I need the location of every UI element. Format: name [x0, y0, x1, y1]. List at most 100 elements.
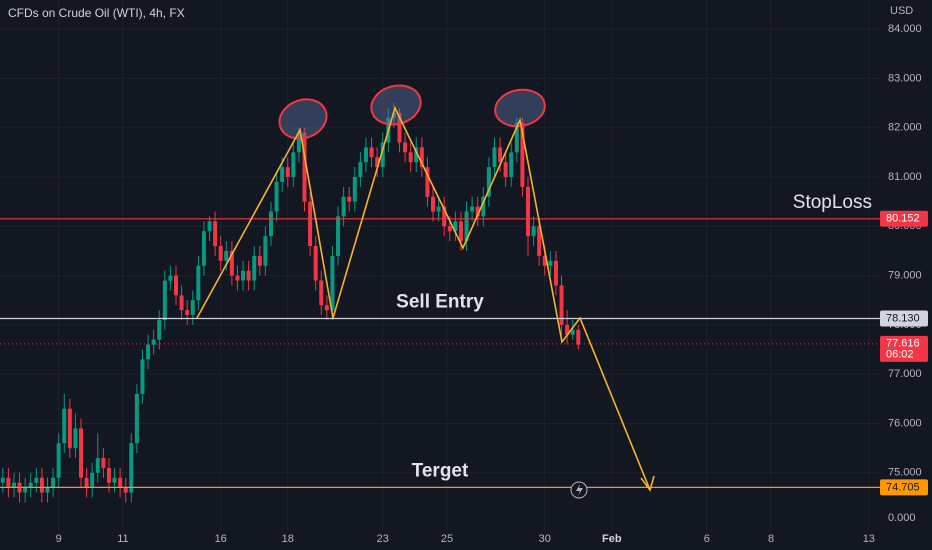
candle-body	[157, 319, 162, 340]
candle-body	[458, 221, 463, 242]
candle-body	[190, 300, 195, 316]
levels: StopLoss Sell Entry Terget	[0, 192, 880, 488]
candle-body	[548, 260, 553, 266]
candle-body	[185, 310, 190, 316]
candle-body	[570, 329, 575, 335]
candle-body	[453, 221, 458, 232]
candle-body	[425, 167, 430, 197]
candle-body	[464, 211, 469, 242]
candle-body	[235, 275, 240, 281]
candle-body	[268, 211, 273, 237]
candle-body	[23, 487, 28, 493]
candle-body	[542, 255, 547, 266]
candle-body	[408, 152, 413, 163]
candle-body	[224, 250, 229, 261]
level-price-label: 74.705	[886, 481, 920, 493]
candle-body	[520, 122, 525, 187]
candle-body	[174, 275, 178, 296]
candle-body	[470, 206, 475, 212]
candle-body	[330, 255, 335, 311]
candle-body	[112, 477, 117, 483]
candle-body	[352, 176, 357, 202]
candle-body	[397, 112, 402, 143]
candle-body	[151, 339, 156, 345]
last-price-box	[880, 335, 928, 362]
x-tick-label: 13	[863, 533, 875, 545]
candle-body	[526, 186, 530, 237]
candle-body	[285, 167, 290, 177]
candle-body	[0, 477, 5, 483]
currency-label: USD	[890, 5, 913, 17]
candle-body	[241, 270, 246, 281]
candle-body	[274, 181, 279, 212]
candle-body	[90, 472, 95, 488]
pattern-drawing	[196, 84, 655, 499]
candle-body	[531, 226, 536, 237]
top-marker	[494, 88, 546, 128]
candle-body	[291, 152, 296, 177]
candle-body	[481, 196, 486, 217]
candle-body	[168, 275, 173, 281]
candle-body	[319, 280, 324, 306]
x-tick-label: 23	[377, 533, 389, 545]
level-name: StopLoss	[793, 192, 872, 213]
candle-body	[229, 250, 234, 276]
arrow-head	[640, 475, 655, 492]
level-price-box	[880, 310, 928, 327]
candle-body	[391, 112, 396, 118]
candle-body	[56, 443, 61, 478]
candle-body	[347, 196, 352, 202]
y-tick-label: 79.000	[888, 270, 922, 282]
candle-body	[106, 467, 111, 483]
candle-body	[129, 443, 134, 493]
candle-body	[45, 487, 50, 493]
candle-body	[11, 482, 16, 488]
volume-axis-label: 0.000	[888, 512, 916, 524]
candle-body	[369, 147, 374, 158]
candle-body	[146, 344, 151, 360]
candle-body	[196, 265, 201, 301]
candle-body	[302, 132, 307, 202]
candle-body	[498, 147, 503, 163]
y-tick-label: 84.000	[888, 23, 922, 35]
candle-body	[28, 482, 33, 488]
candle-body	[252, 255, 257, 281]
candle-body	[375, 157, 380, 168]
level-name: Terget	[412, 460, 469, 481]
x-tick-label: 25	[441, 533, 453, 545]
candle-body	[475, 206, 480, 217]
last-price-label: 77.616	[886, 338, 920, 350]
candle-body	[514, 122, 519, 153]
candle-body	[257, 255, 262, 266]
candle-body	[118, 477, 123, 488]
candle-body	[537, 226, 542, 256]
candle-body	[565, 324, 570, 335]
candle-body	[380, 142, 385, 168]
candle-body	[313, 246, 318, 281]
candle-body	[140, 359, 145, 394]
candle-body	[509, 152, 514, 177]
candle-body	[431, 196, 436, 212]
level-price-label: 80.152	[886, 213, 920, 225]
candle-body	[34, 477, 39, 483]
y-tick-label: 83.000	[888, 72, 922, 84]
candle-body	[363, 147, 368, 163]
zigzag	[196, 105, 651, 491]
candle-body	[62, 408, 67, 444]
candle-body	[336, 216, 341, 256]
candle-body	[218, 246, 223, 261]
x-tick-label: Feb	[602, 533, 622, 545]
candle-body	[414, 147, 419, 163]
candle-body	[341, 196, 346, 217]
candle-body	[503, 162, 508, 177]
y-tick-label: 76.000	[888, 417, 922, 429]
candle-body	[436, 206, 441, 212]
y-tick-label: 75.000	[888, 467, 922, 479]
candle-body	[486, 167, 491, 197]
level-name: Sell Entry	[396, 292, 484, 313]
candles	[0, 103, 581, 503]
candle-body	[324, 305, 329, 311]
candle-body	[308, 201, 313, 247]
